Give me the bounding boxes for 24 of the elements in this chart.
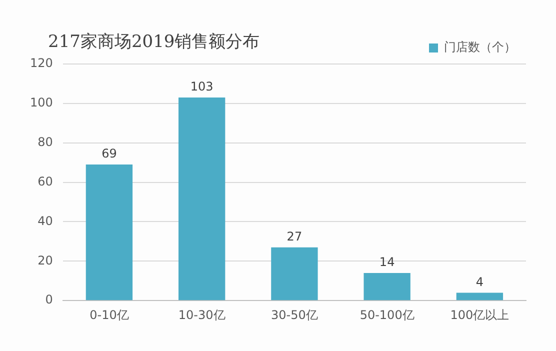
y-tick-label: 80 [38, 134, 53, 149]
x-tick-label: 100亿以上 [450, 308, 510, 322]
data-label: 4 [476, 274, 484, 289]
x-tick-label: 0-10亿 [90, 308, 129, 322]
legend-label: 门店数（个） [444, 40, 516, 54]
x-tick-label: 10-30亿 [178, 308, 226, 322]
y-tick-label: 120 [30, 56, 53, 70]
y-tick-label: 60 [38, 174, 53, 188]
y-tick-label: 20 [38, 253, 53, 268]
bar [271, 247, 318, 300]
y-tick-label: 40 [38, 214, 53, 228]
chart-title: 217家商场2019销售额分布 [48, 31, 260, 53]
data-label: 69 [102, 146, 117, 161]
y-tick-label: 0 [45, 292, 53, 307]
data-label: 27 [286, 229, 302, 244]
x-tick-label: 30-50亿 [271, 308, 318, 322]
data-label: 103 [190, 80, 214, 94]
y-tick-label: 100 [30, 96, 53, 110]
bar [456, 292, 504, 300]
bar [178, 98, 226, 300]
bar [364, 272, 410, 300]
x-tick-label: 50-100亿 [360, 308, 414, 322]
data-label: 14 [379, 255, 395, 270]
bar [86, 164, 133, 300]
